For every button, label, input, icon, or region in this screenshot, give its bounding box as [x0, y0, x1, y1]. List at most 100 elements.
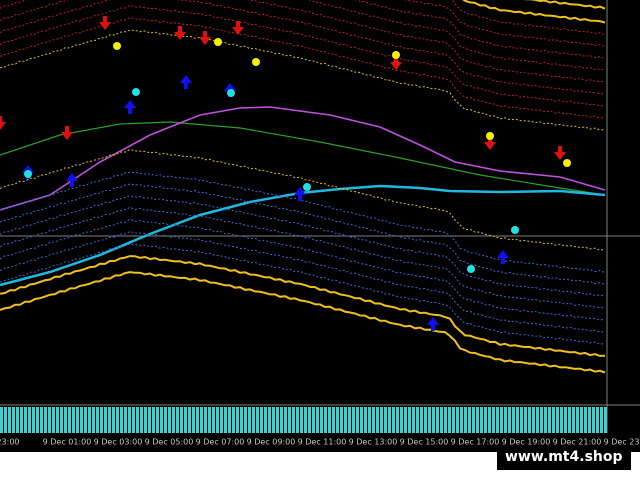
time-label: 9 Dec 03:00	[94, 438, 143, 447]
histogram-bar	[116, 407, 119, 433]
histogram-bar	[104, 407, 107, 433]
histogram-bar	[520, 407, 523, 433]
histogram-bar	[596, 407, 599, 433]
histogram-bar	[528, 407, 531, 433]
histogram-bar	[288, 407, 291, 433]
histogram-bar	[468, 407, 471, 433]
histogram-bar	[424, 407, 427, 433]
histogram-bar	[368, 407, 371, 433]
envelope-line	[0, 195, 606, 297]
histogram-bar	[592, 407, 595, 433]
histogram-bar	[188, 407, 191, 433]
histogram-bar	[92, 407, 95, 433]
histogram-bar	[360, 407, 363, 433]
histogram-bar	[296, 407, 299, 433]
yellow-dot	[113, 42, 121, 50]
histogram-bar	[284, 407, 287, 433]
histogram-bar	[136, 407, 139, 433]
envelope-line	[0, 17, 606, 119]
histogram-bar	[220, 407, 223, 433]
histogram-bar	[404, 407, 407, 433]
histogram-bar	[212, 407, 215, 433]
histogram-bar	[20, 407, 23, 433]
histogram-bar	[492, 407, 495, 433]
envelope-line	[0, 206, 605, 309]
histogram-bar	[124, 407, 127, 433]
time-label: 9 Dec 07:00	[196, 438, 245, 447]
histogram-bar	[560, 407, 563, 433]
histogram-bar	[388, 407, 391, 433]
envelope-line	[0, 255, 606, 357]
histogram-bar	[256, 407, 259, 433]
sell-arrow	[232, 21, 244, 35]
histogram-bar	[416, 407, 419, 433]
histogram-bar	[112, 407, 115, 433]
time-label: 9 Dec 23:00	[604, 438, 640, 447]
histogram-bar	[84, 407, 87, 433]
histogram-bar	[344, 407, 347, 433]
histogram-bar	[352, 407, 355, 433]
envelope-line	[0, 230, 606, 333]
histogram-bar	[372, 407, 375, 433]
envelope-line	[0, 0, 606, 95]
green-line	[0, 121, 606, 196]
histogram-bar	[160, 407, 163, 433]
histogram-bar	[312, 407, 315, 433]
histogram-bar	[572, 407, 575, 433]
sell-arrow	[99, 16, 111, 30]
histogram-bar	[340, 407, 343, 433]
histogram-bar	[140, 407, 143, 433]
histogram-bar	[308, 407, 311, 433]
histogram-bar	[436, 407, 439, 433]
sell-arrow	[484, 136, 496, 150]
histogram-bar	[376, 407, 379, 433]
histogram-bar	[172, 407, 175, 433]
histogram-bar	[156, 407, 159, 433]
histogram-bar	[12, 407, 15, 433]
cyan-line	[0, 184, 606, 287]
histogram-bar	[208, 407, 211, 433]
histogram-bar	[364, 407, 367, 433]
histogram-bar	[300, 407, 303, 433]
histogram-bar	[600, 407, 603, 433]
histogram-bar	[336, 407, 339, 433]
histogram-bar	[144, 407, 147, 433]
yellow-dot	[563, 159, 571, 167]
buy-arrow	[497, 250, 509, 264]
histogram-bar	[328, 407, 331, 433]
sell-arrow	[174, 26, 186, 40]
histogram-bar	[448, 407, 451, 433]
histogram-bar	[48, 407, 51, 433]
histogram-bar	[516, 407, 519, 433]
histogram-bar	[28, 407, 31, 433]
histogram-bar	[488, 407, 491, 433]
sell-arrow	[61, 126, 73, 140]
buy-arrow	[180, 75, 192, 89]
histogram-bar	[396, 407, 399, 433]
buy-arrow	[124, 100, 136, 114]
histogram-bar	[428, 407, 431, 433]
histogram-bar	[248, 407, 251, 433]
histogram-bar	[408, 407, 411, 433]
histogram-bar	[432, 407, 435, 433]
histogram-bar	[240, 407, 243, 433]
time-label: 9 Dec 11:00	[298, 438, 347, 447]
histogram-bar	[32, 407, 35, 433]
histogram-bar	[324, 407, 327, 433]
histogram-bar	[168, 407, 171, 433]
chart-background	[0, 0, 640, 452]
histogram-bar	[452, 407, 455, 433]
histogram-bar	[356, 407, 359, 433]
histogram-bar	[132, 407, 135, 433]
histogram	[0, 407, 607, 433]
watermark: www.mt4.shop	[505, 449, 623, 465]
histogram-bar	[272, 407, 275, 433]
yellow-dot	[214, 38, 222, 46]
histogram-bar	[60, 407, 63, 433]
histogram-bar	[16, 407, 19, 433]
histogram-bar	[56, 407, 59, 433]
histogram-bar	[128, 407, 131, 433]
histogram-bar	[444, 407, 447, 433]
envelope-line	[0, 0, 606, 83]
histogram-bar	[456, 407, 459, 433]
